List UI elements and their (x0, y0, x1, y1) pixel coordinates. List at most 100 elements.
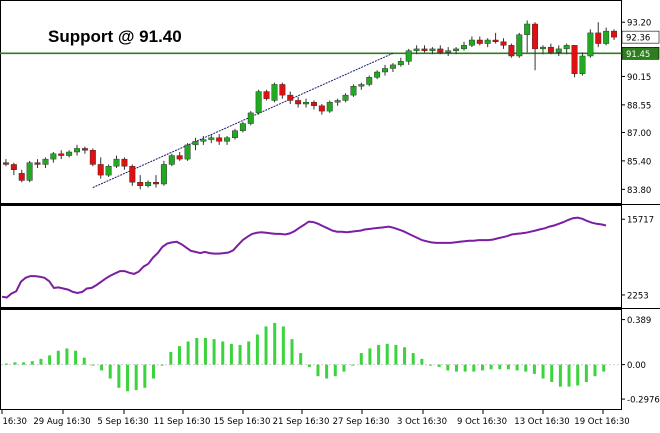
current-price-badge: 92.36 (626, 34, 650, 44)
oscillator-bar (48, 355, 52, 365)
candle-body (342, 94, 349, 101)
oscillator-bar (333, 364, 337, 377)
candle-body (113, 158, 120, 167)
candle-body (279, 84, 286, 96)
oscillator-bar (4, 363, 8, 365)
candlestick-series (0, 20, 622, 190)
oscillator-bar (74, 350, 78, 365)
price-tick-label: 90.15 (627, 73, 651, 83)
candle-body (500, 41, 507, 46)
x-tick-label: 5 Sep 16:30 (97, 417, 148, 427)
candle-body (50, 153, 57, 160)
oscillator-bar (117, 364, 121, 388)
oscillator-bar (82, 357, 86, 365)
support-price-badge: 91.45 (626, 50, 650, 60)
oscillator-bar (143, 364, 147, 388)
candle-body (571, 45, 578, 74)
candle-body (389, 64, 396, 69)
candle-body (547, 46, 554, 53)
candle-body (611, 30, 618, 38)
oscillator-bar (446, 364, 450, 371)
oscillator-bar (13, 362, 17, 365)
candle-body (263, 91, 270, 99)
x-tick-label: 27 Sep 16:30 (333, 417, 390, 427)
candle-body (310, 102, 317, 106)
candle-body (176, 155, 183, 160)
oscillator-bar (420, 358, 424, 365)
candle-body (184, 144, 191, 160)
oscillator-bar (177, 346, 181, 365)
oscillator-bar (212, 339, 216, 365)
oscillator-bar (195, 338, 199, 365)
price-tick-label: 93.20 (627, 19, 651, 29)
x-tick-label: 3 Oct 16:30 (397, 417, 447, 427)
candle-body (366, 77, 373, 85)
candle-body (34, 162, 41, 165)
support-annotation: Support @ 91.40 (48, 27, 182, 46)
oscillator-bar (134, 364, 138, 391)
oscillator-bar (602, 364, 606, 372)
oscillator-bar (290, 339, 294, 365)
oscillator-bar (56, 350, 60, 365)
oscillator-bar (30, 361, 34, 365)
candle-body (508, 45, 515, 57)
price-tick-label: 87.00 (627, 129, 651, 139)
x-tick-label: 13 Oct 16:30 (514, 417, 569, 427)
oscillator-bar (584, 364, 588, 382)
oscillator-bar (160, 364, 164, 366)
oscillator-bar (247, 341, 251, 365)
candle-body (216, 137, 223, 142)
candle-body (81, 148, 88, 151)
candle-body (524, 23, 531, 35)
oscillator-bar (65, 348, 69, 365)
candle-body (303, 102, 310, 105)
oscillator-histogram-series (1, 322, 621, 392)
candle-body (208, 137, 215, 140)
price-tick-label: 88.55 (627, 101, 651, 111)
candle-body (374, 71, 381, 78)
candle-body (160, 164, 167, 185)
oscillator-bar (108, 364, 112, 379)
oscillator-bar (359, 353, 363, 365)
candle-body (232, 130, 238, 138)
current-price-badge-bg (621, 30, 660, 44)
candle-body (555, 48, 562, 53)
oscillator-bar (593, 364, 597, 377)
candle-body (563, 45, 570, 50)
oscillator-bar (385, 343, 389, 365)
oscillator-bar (264, 326, 268, 365)
x-tick-label: 29 Aug 16:30 (33, 417, 90, 427)
x-tick-label: 9 Oct 16:30 (457, 417, 507, 427)
candle-body (74, 148, 80, 153)
candle-body (492, 39, 499, 42)
candle-body (334, 100, 341, 103)
candle-body (437, 48, 444, 53)
oscillator-tick-label: -0.2976 (627, 396, 660, 406)
oscillator-bar (169, 351, 173, 365)
candle-body (603, 30, 610, 44)
candle-body (413, 48, 420, 51)
candle-body (129, 166, 136, 183)
candle-body (350, 86, 357, 96)
oscillator-bar (100, 364, 104, 371)
candle-body (429, 48, 436, 51)
candle-body (453, 48, 460, 51)
candle-body (26, 162, 33, 181)
oscillator-bar (126, 364, 130, 392)
oscillator-bar (316, 364, 320, 377)
volume-line (1, 216, 607, 299)
volume-line-series (1, 216, 607, 299)
x-tick-label: 21 Sep 16:30 (273, 417, 330, 427)
oscillator-bar (203, 338, 207, 365)
oscillator-bar (255, 334, 259, 365)
oscillator-bar (498, 364, 502, 370)
candle-body (461, 45, 467, 50)
price-pane (0, 0, 622, 204)
support-price-badge-bg (621, 47, 660, 60)
candle-body (255, 91, 262, 114)
oscillator-bar (567, 364, 571, 387)
candle-body (397, 61, 404, 66)
candle-body (10, 164, 17, 170)
candle-body (105, 166, 112, 176)
candle-body (247, 112, 254, 124)
